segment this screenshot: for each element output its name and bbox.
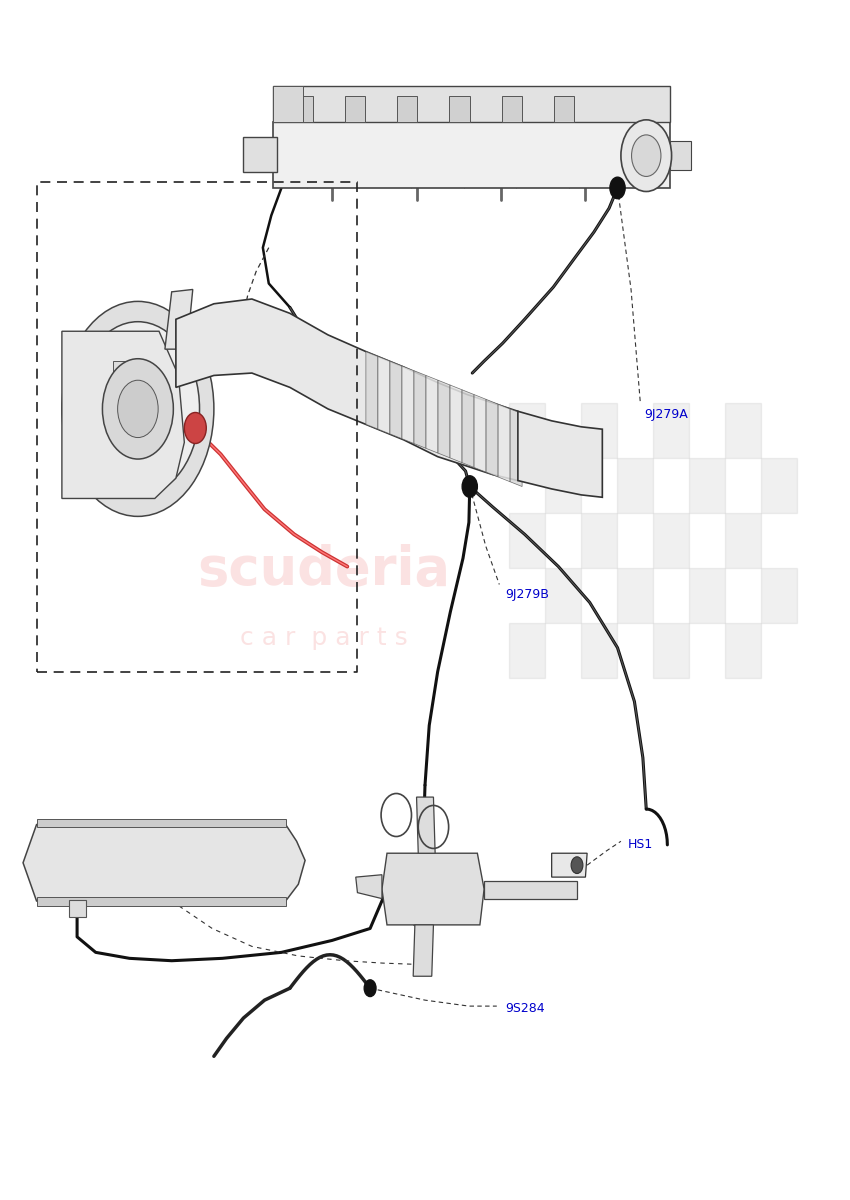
Circle shape bbox=[102, 359, 173, 460]
Polygon shape bbox=[474, 395, 486, 472]
Polygon shape bbox=[378, 356, 390, 434]
Bar bbox=[761, 568, 796, 623]
Bar bbox=[546, 568, 581, 623]
Polygon shape bbox=[462, 390, 474, 468]
Polygon shape bbox=[356, 875, 382, 899]
Bar bbox=[653, 623, 689, 678]
Circle shape bbox=[62, 301, 214, 516]
Bar bbox=[725, 623, 761, 678]
Bar bbox=[617, 568, 653, 623]
Polygon shape bbox=[510, 409, 522, 486]
Bar bbox=[509, 512, 546, 568]
Polygon shape bbox=[397, 96, 417, 122]
Polygon shape bbox=[23, 824, 305, 901]
Bar bbox=[509, 403, 546, 458]
Circle shape bbox=[76, 322, 200, 496]
Text: 9J279A: 9J279A bbox=[644, 408, 688, 421]
Bar bbox=[688, 568, 725, 623]
Circle shape bbox=[462, 475, 478, 497]
Bar bbox=[581, 623, 617, 678]
Polygon shape bbox=[273, 122, 670, 188]
Polygon shape bbox=[273, 86, 303, 122]
Polygon shape bbox=[414, 371, 426, 449]
Polygon shape bbox=[484, 881, 577, 899]
Circle shape bbox=[620, 120, 672, 192]
Polygon shape bbox=[498, 404, 510, 481]
Polygon shape bbox=[176, 299, 518, 480]
Circle shape bbox=[117, 380, 158, 438]
Text: scuderia: scuderia bbox=[197, 544, 451, 596]
Bar bbox=[653, 403, 689, 458]
Polygon shape bbox=[402, 366, 414, 444]
Circle shape bbox=[364, 980, 376, 996]
Polygon shape bbox=[670, 142, 691, 170]
Polygon shape bbox=[518, 412, 603, 497]
Polygon shape bbox=[390, 361, 402, 439]
Bar bbox=[581, 403, 617, 458]
Polygon shape bbox=[502, 96, 522, 122]
Bar bbox=[725, 403, 761, 458]
Polygon shape bbox=[243, 137, 277, 173]
Polygon shape bbox=[37, 818, 286, 827]
Polygon shape bbox=[382, 853, 484, 925]
Bar bbox=[761, 458, 796, 512]
Bar bbox=[617, 458, 653, 512]
Bar bbox=[546, 458, 581, 512]
Circle shape bbox=[632, 134, 661, 176]
Polygon shape bbox=[438, 380, 450, 458]
Polygon shape bbox=[165, 289, 193, 349]
Polygon shape bbox=[345, 96, 365, 122]
Polygon shape bbox=[413, 925, 434, 977]
Text: 9J279B: 9J279B bbox=[505, 588, 549, 600]
Polygon shape bbox=[450, 96, 470, 122]
Polygon shape bbox=[450, 385, 462, 463]
Polygon shape bbox=[486, 400, 498, 476]
Text: 9S284: 9S284 bbox=[505, 1002, 545, 1015]
Polygon shape bbox=[112, 361, 142, 385]
Polygon shape bbox=[552, 853, 587, 877]
Text: HS1: HS1 bbox=[627, 839, 653, 851]
Bar bbox=[725, 512, 761, 568]
Bar bbox=[581, 512, 617, 568]
Polygon shape bbox=[273, 86, 670, 122]
Polygon shape bbox=[554, 96, 575, 122]
Polygon shape bbox=[416, 797, 435, 853]
Polygon shape bbox=[62, 331, 184, 498]
Circle shape bbox=[610, 178, 625, 199]
Circle shape bbox=[184, 413, 207, 444]
Polygon shape bbox=[69, 900, 86, 917]
Bar bbox=[509, 623, 546, 678]
Circle shape bbox=[571, 857, 583, 874]
Polygon shape bbox=[37, 898, 286, 906]
Polygon shape bbox=[292, 96, 313, 122]
Bar bbox=[653, 512, 689, 568]
Text: c a r  p a r t s: c a r p a r t s bbox=[240, 626, 407, 650]
Polygon shape bbox=[366, 352, 378, 430]
Bar bbox=[688, 458, 725, 512]
Polygon shape bbox=[426, 376, 438, 454]
